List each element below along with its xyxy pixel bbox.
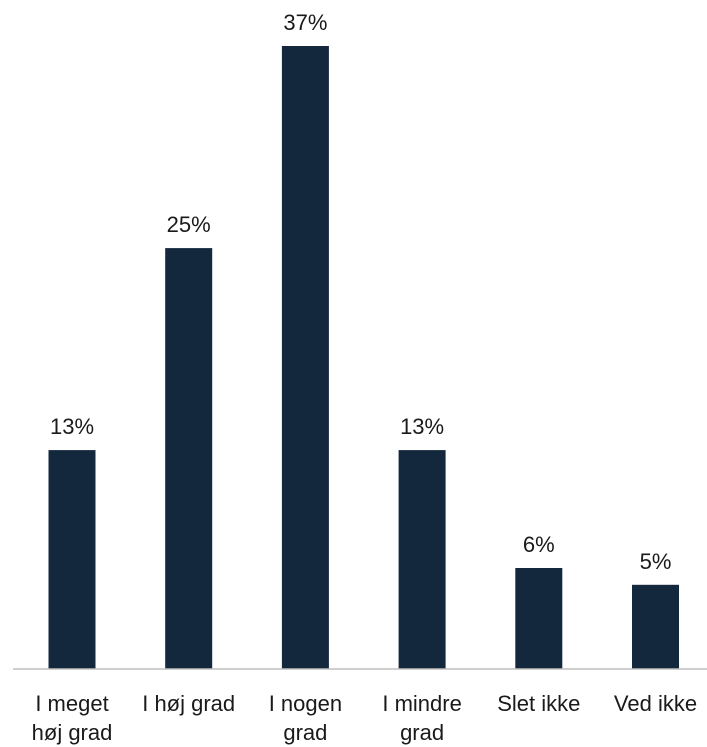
- category-label-line: grad: [283, 720, 327, 745]
- bar-4: [398, 450, 446, 669]
- bar-2: [165, 248, 213, 669]
- category-label-line: Slet ikke: [497, 691, 580, 716]
- category-label-1: I meget høj grad: [32, 691, 113, 745]
- category-label-line: I meget: [35, 691, 108, 716]
- value-label-2: 25%: [167, 212, 211, 237]
- bar-6: [632, 584, 679, 669]
- category-label-2: I høj grad: [142, 691, 235, 716]
- category-label-line: høj grad: [32, 720, 113, 745]
- category-label-6: Ved ikke: [614, 691, 697, 716]
- value-label-1: 13%: [50, 414, 94, 439]
- value-label-3: 37%: [283, 10, 327, 35]
- bars-group: [48, 46, 679, 669]
- value-label-4: 13%: [400, 414, 444, 439]
- category-label-3: I nogen grad: [269, 691, 342, 745]
- category-label-line: Ved ikke: [614, 691, 697, 716]
- bar-3: [281, 46, 329, 669]
- value-label-6: 5%: [640, 549, 672, 574]
- category-label-line: I nogen: [269, 691, 342, 716]
- category-label-line: I høj grad: [142, 691, 235, 716]
- bar-1: [48, 450, 96, 669]
- category-label-line: I mindre: [382, 691, 461, 716]
- category-label-4: I mindre grad: [382, 691, 461, 745]
- bar-5: [515, 568, 563, 669]
- value-labels-group: 13% 25% 37% 13% 6% 5%: [50, 10, 671, 574]
- category-label-5: Slet ikke: [497, 691, 580, 716]
- value-label-5: 6%: [523, 532, 555, 557]
- category-label-line: grad: [400, 720, 444, 745]
